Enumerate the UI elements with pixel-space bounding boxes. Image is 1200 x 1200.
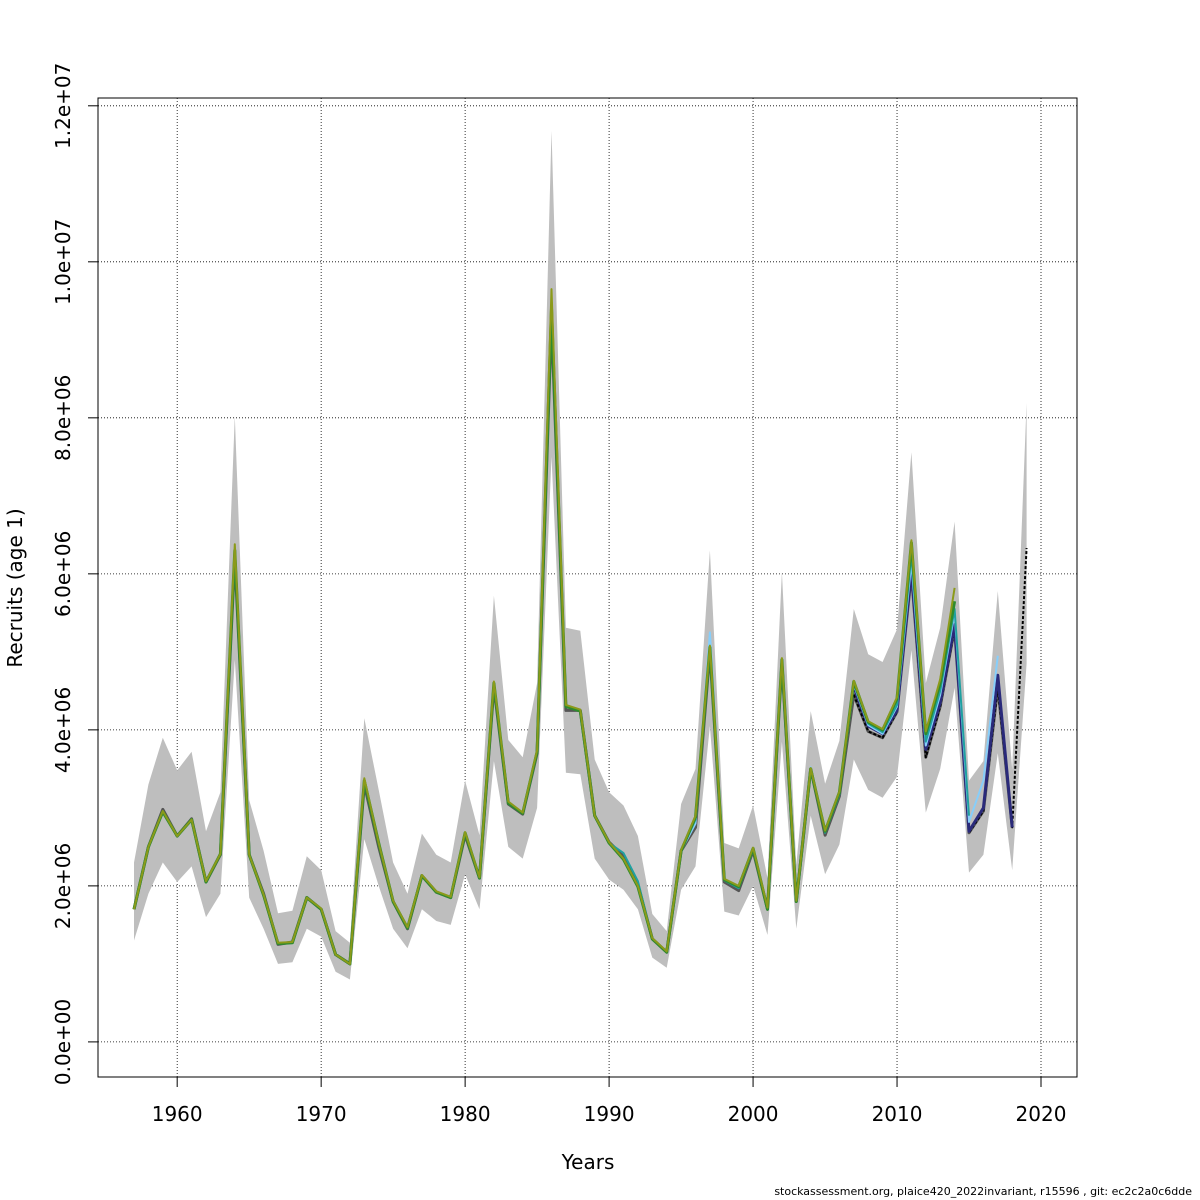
y-tick-label-3: 6.0e+06 [51,531,75,617]
series-layer [132,288,1028,966]
y-tick-label-0: 0.0e+00 [51,999,75,1085]
x-tick-label-1: 1970 [296,1102,347,1126]
x-axis-title: Years [561,1150,615,1174]
y-tick-label-4: 8.0e+06 [51,375,75,461]
y-axis-title: Recruits (age 1) [3,508,27,667]
y-tick-label-1: 2.0e+06 [51,843,75,929]
x-tick-label-0: 1960 [152,1102,203,1126]
x-tick-label-6: 2020 [1016,1102,1067,1126]
series-line-olive [133,288,956,965]
plot-frame [97,97,1078,1078]
x-tick-label-2: 1980 [440,1102,491,1126]
y-axis: 0.0e+00 2.0e+06 4.0e+06 6.0e+06 8.0e+06 1.0e+… [51,63,99,1085]
y-tick-label-6: 1.2e+07 [51,63,75,149]
y-tick-label-5: 1.0e+07 [51,219,75,305]
confidence-band [134,130,1027,980]
x-tick-label-4: 2000 [728,1102,779,1126]
x-tick-label-5: 2010 [872,1102,923,1126]
x-axis: 1960 1970 1980 1990 2000 2010 2020 [152,1076,1067,1126]
grid-lines [98,98,1077,1077]
footer-credit: stockassessment.org, plaice420_2022invar… [774,1185,1192,1198]
y-tick-label-2: 4.0e+06 [51,687,75,773]
x-tick-label-3: 1990 [584,1102,635,1126]
confidence-band-layer [134,130,1027,980]
